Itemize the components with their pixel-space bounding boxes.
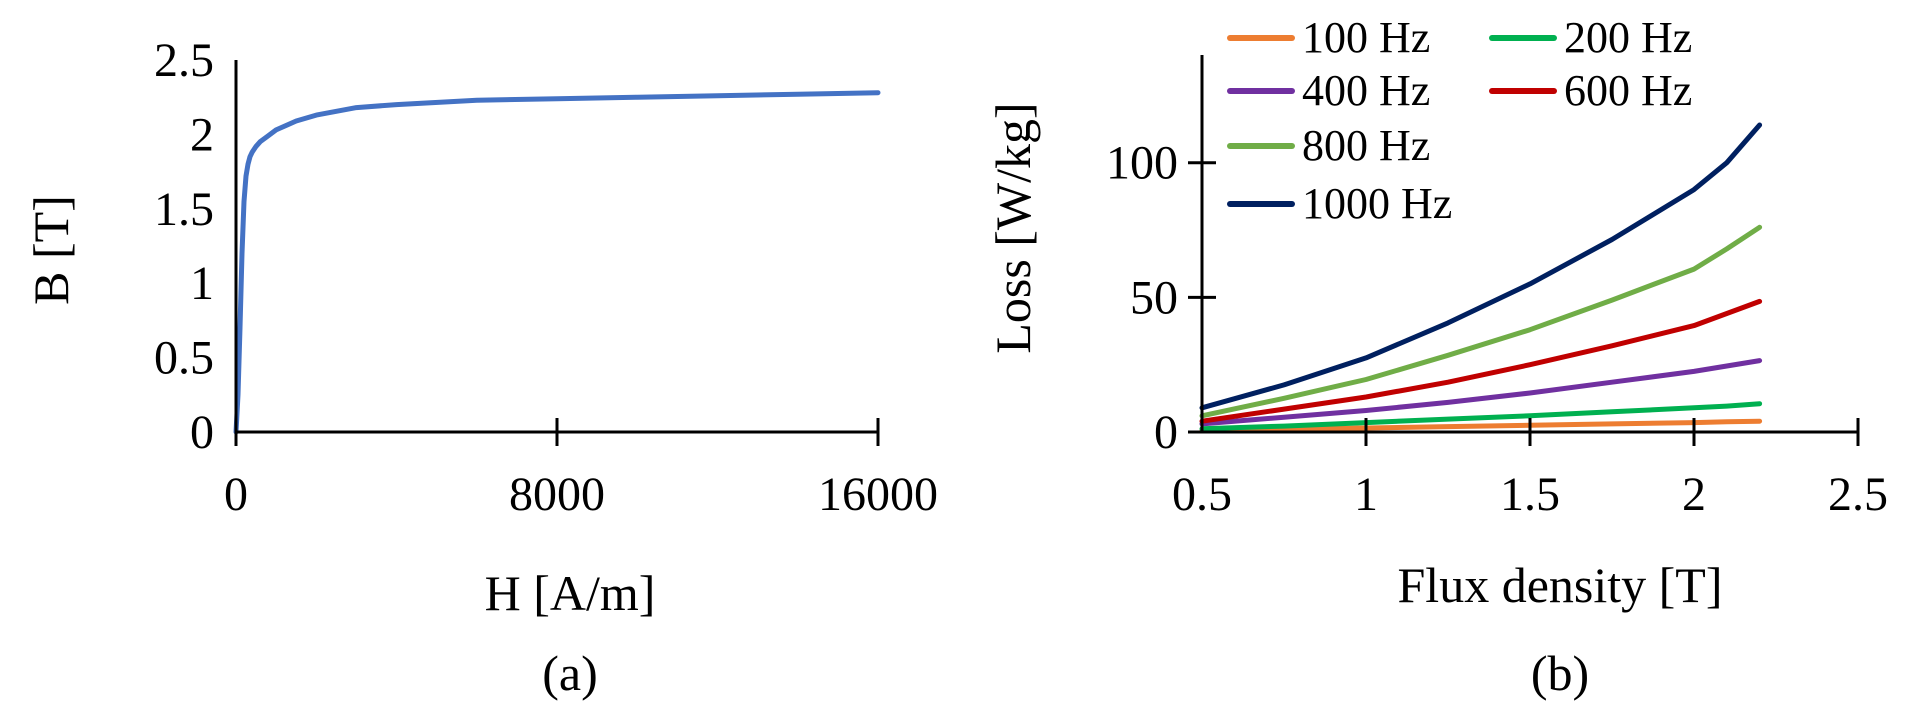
panel-a-y-tick-label: 0.5 [154,332,214,385]
panel-b-series-line-1000-hz [1199,122,1763,411]
panel-b-x-tick-label: 1.5 [1500,468,1560,521]
panel-a-x-tick-label: 0 [224,468,248,521]
panel-a-y-tick-label: 2 [190,108,214,161]
panel-a-y-axis-title: B [T] [23,195,79,305]
panel-b-y-ticks: 0 50 100 [1106,137,1216,459]
panel-b-legend-label: 200 Hz [1564,13,1692,62]
panel-b-legend-label: 1000 Hz [1302,179,1452,228]
panel-b-y-tick-label: 50 [1130,271,1178,324]
panel-a-x-ticks: 0 8000 16000 [224,418,938,521]
panel-a-label: (a) [542,645,598,701]
panel-b-x-tick-label: 0.5 [1172,468,1232,521]
panel-a-y-tick-label: 2.5 [154,34,214,87]
panel-b-series-line-800-hz [1199,224,1763,419]
panel-b-legend-label: 800 Hz [1302,121,1430,170]
panel-b-loss-curves: 0.5 1 1.5 2 2.5 0 50 100 100 Hz 200 Hz 400 Hz 600… [985,13,1888,701]
panel-b-y-tick-label: 0 [1154,406,1178,459]
panel-b-y-tick-label: 100 [1106,137,1178,190]
panel-b-x-tick-label: 2.5 [1828,468,1888,521]
panel-a-series-group [233,90,881,435]
panel-b-series-group [1199,122,1763,434]
panel-b-label: (b) [1531,645,1589,701]
panel-a-series-line [233,90,881,435]
panel-a-x-tick-label: 8000 [509,468,605,521]
panel-b-x-tick-label: 1 [1354,468,1378,521]
panel-b-x-tick-label: 2 [1682,468,1706,521]
panel-b-y-axis-title: Loss [W/kg] [985,102,1041,353]
panel-b-x-axis-title: Flux density [T] [1398,557,1723,613]
panel-a-x-tick-label: 16000 [818,468,938,521]
panel-b-series-line-600-hz [1199,298,1763,424]
panel-b-series-line-400-hz [1199,358,1763,427]
panel-b-x-ticks: 0.5 1 1.5 2 2.5 [1172,418,1888,521]
panel-a-x-axis-title: H [A/m] [485,565,656,621]
panel-a-y-tick-label: 1 [190,257,214,310]
panel-a-y-ticks: 0 0.5 1 1.5 2 2.5 [154,34,214,459]
panel-a-y-tick-label: 0 [190,406,214,459]
panel-b-legend-label: 600 Hz [1564,66,1692,115]
panel-a-y-tick-label: 1.5 [154,183,214,236]
panel-a-bh-curve: 0 8000 16000 0 0.5 1 1.5 2 2.5 H [A/m] B [T] (a… [23,34,938,701]
panel-b-legend: 100 Hz 200 Hz 400 Hz 600 Hz 800 Hz 1000 Hz [1227,13,1692,228]
panel-b-legend-label: 100 Hz [1302,13,1430,62]
panel-b-legend-label: 400 Hz [1302,66,1430,115]
panel-b-series-line-200-hz [1199,401,1763,432]
